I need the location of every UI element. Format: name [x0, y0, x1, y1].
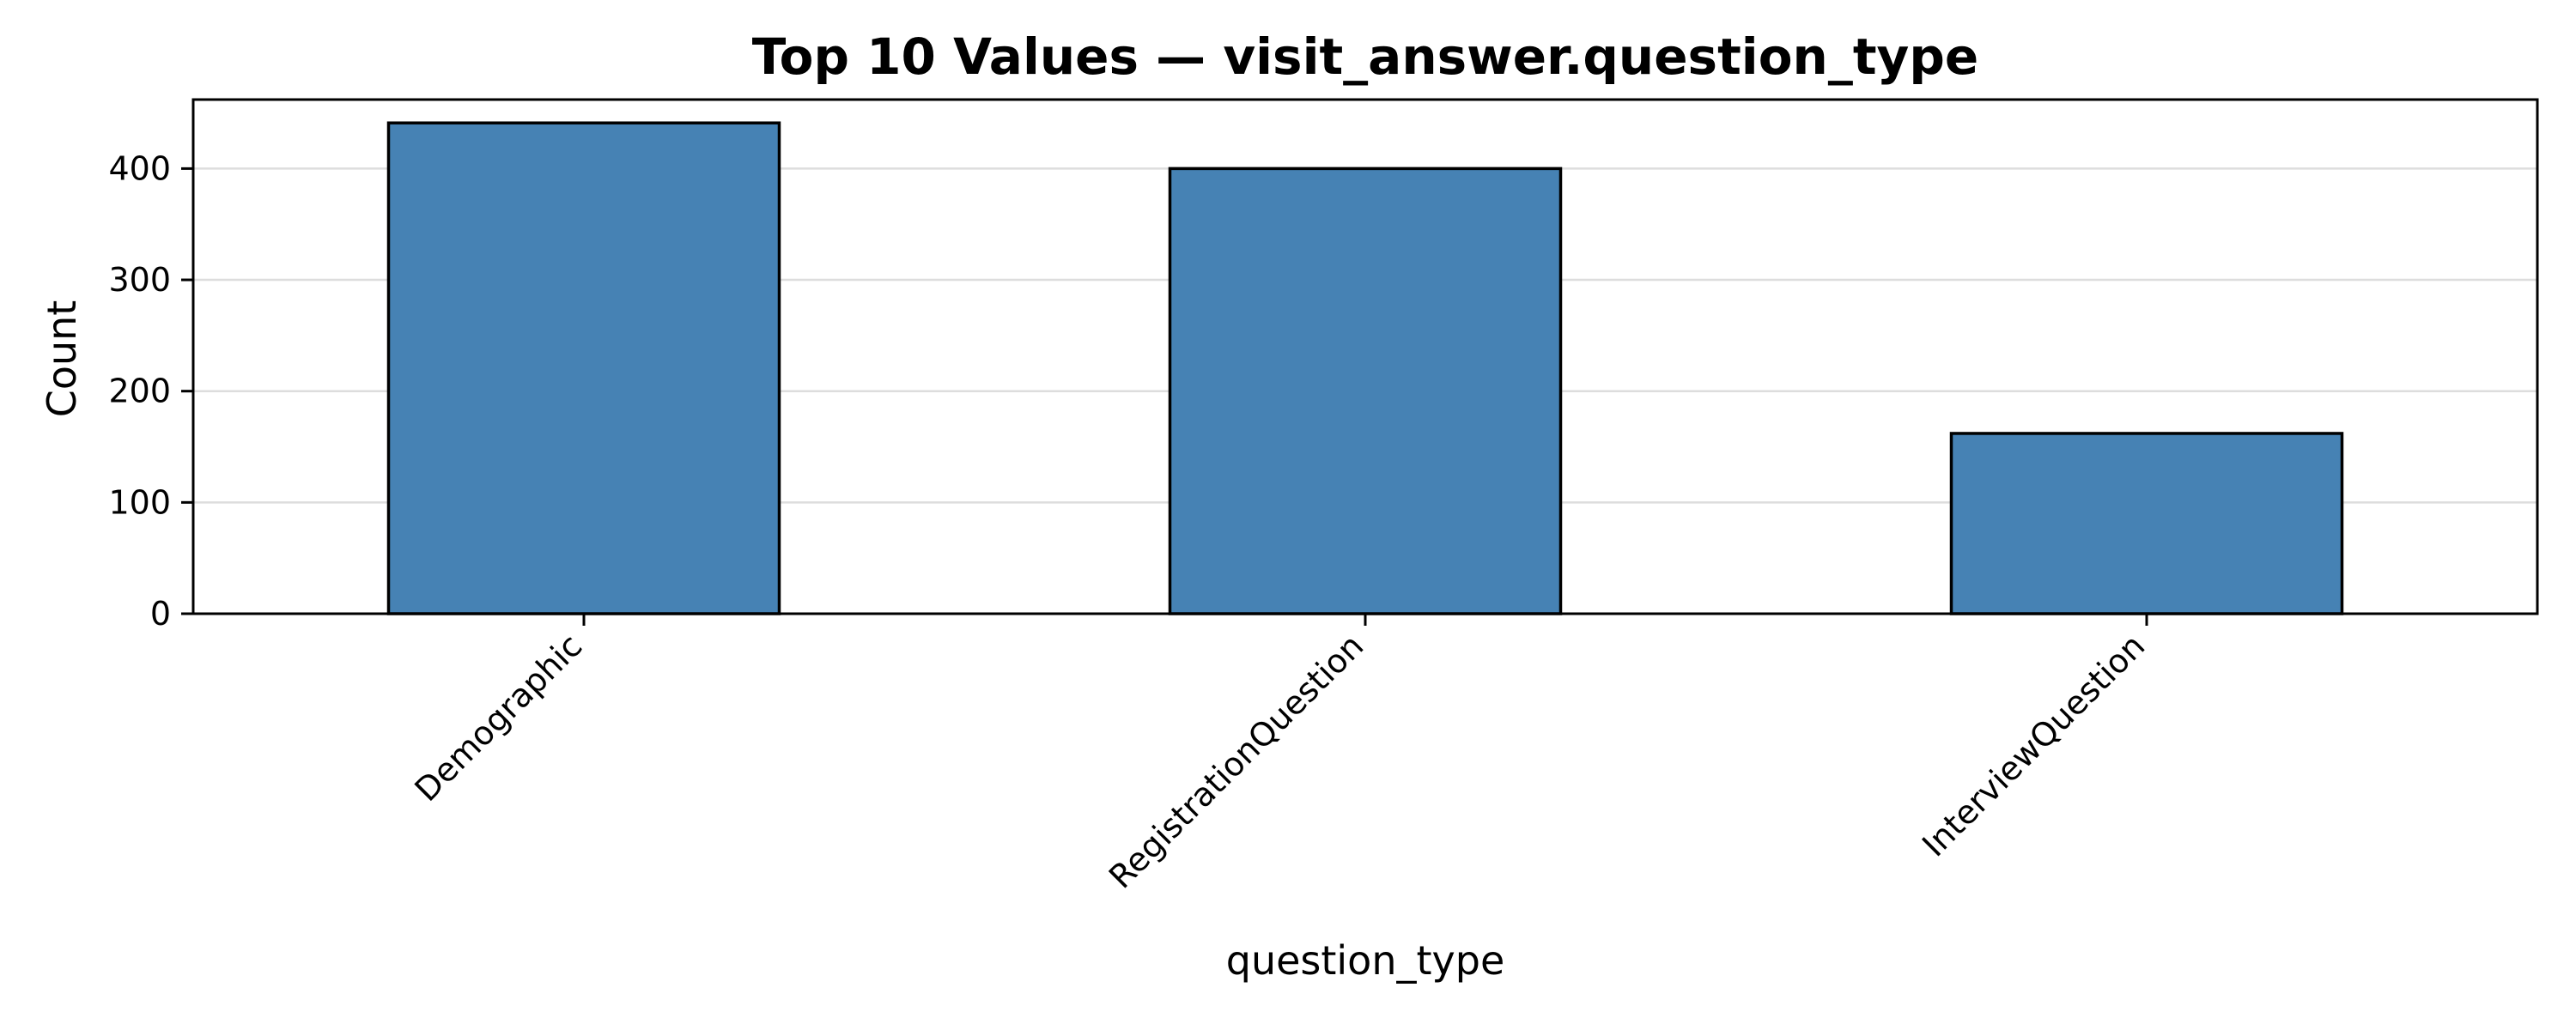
x-axis-label: question_type	[1226, 937, 1505, 984]
bars	[386, 121, 2344, 615]
bar-demographic	[386, 121, 781, 615]
y-axis-ticks: 0 100 200 300 400	[108, 149, 193, 633]
x-tick-label: Demographic	[408, 627, 590, 809]
x-axis-ticks: Demographic RegistrationQuestion Interview…	[408, 614, 2152, 896]
y-tick-label: 300	[108, 261, 171, 299]
y-axis-label: Count	[39, 300, 85, 418]
chart-title: Top 10 Values — visit_answer.question_ty…	[752, 27, 1978, 86]
y-tick-label: 400	[108, 149, 171, 187]
bar-registrationquestion	[1168, 167, 1563, 615]
bar-interviewquestion	[1949, 432, 2344, 615]
y-tick-label: 100	[108, 483, 171, 521]
y-tick-label: 0	[150, 595, 171, 633]
x-tick-label: InterviewQuestion	[1915, 627, 2152, 863]
x-tick-label: RegistrationQuestion	[1102, 627, 1370, 895]
y-tick-label: 200	[108, 373, 171, 410]
